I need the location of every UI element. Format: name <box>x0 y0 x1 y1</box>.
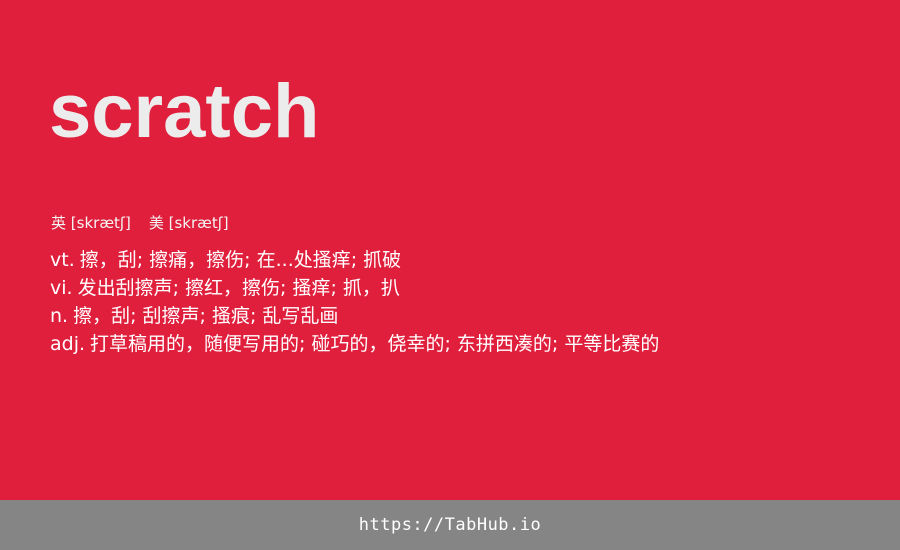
definition-text: 发出刮擦声; 擦红，擦伤; 搔痒; 抓，扒 <box>77 277 400 299</box>
us-phonetic: [skrætʃ] <box>168 214 229 232</box>
definition-list: vt. 擦，刮; 擦痛，擦伤; 在...处搔痒; 抓破 vi. 发出刮擦声; 擦红，… <box>50 246 870 358</box>
definition-n: n. 擦，刮; 刮擦声; 搔痕; 乱写乱画 <box>50 302 870 330</box>
part-of-speech: adj. <box>50 333 86 355</box>
part-of-speech: n. <box>50 305 69 327</box>
definition-vi: vi. 发出刮擦声; 擦红，擦伤; 搔痒; 抓，扒 <box>50 274 870 302</box>
part-of-speech: vi. <box>50 277 73 299</box>
definition-text: 擦，刮; 擦痛，擦伤; 在...处搔痒; 抓破 <box>79 249 402 271</box>
pronunciation-row: 英 [skrætʃ] 美 [skrætʃ] <box>51 213 229 233</box>
uk-phonetic: [skrætʃ] <box>70 214 131 232</box>
footer-bar: https://TabHub.io <box>0 500 900 550</box>
definition-adj: adj. 打草稿用的，随便写用的; 碰巧的，侥幸的; 东拼西凑的; 平等比赛的 <box>50 330 870 358</box>
part-of-speech: vt. <box>50 249 75 271</box>
definition-text: 擦，刮; 刮擦声; 搔痕; 乱写乱画 <box>73 305 339 327</box>
uk-label: 英 <box>51 214 67 232</box>
definition-text: 打草稿用的，随便写用的; 碰巧的，侥幸的; 东拼西凑的; 平等比赛的 <box>90 333 660 355</box>
us-label: 美 <box>148 214 164 232</box>
tabhub-link[interactable]: https://TabHub.io <box>358 515 542 535</box>
headword: scratch <box>49 69 320 154</box>
definition-vt: vt. 擦，刮; 擦痛，擦伤; 在...处搔痒; 抓破 <box>50 246 870 274</box>
